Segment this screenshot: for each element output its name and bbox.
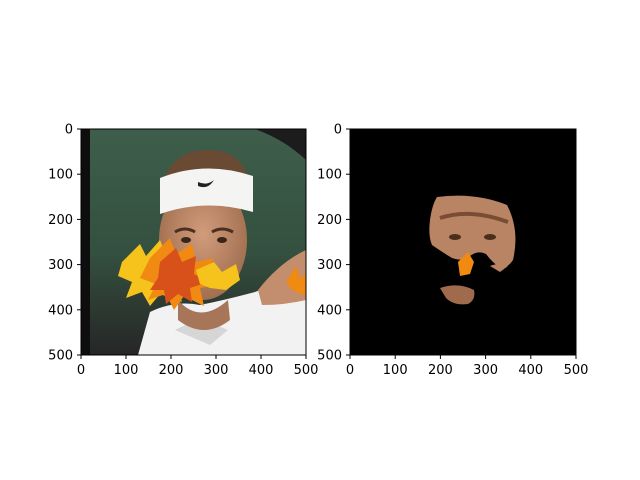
mask-x-tick-label: 500 bbox=[564, 363, 589, 378]
photo-y-tick-label: 100 bbox=[48, 168, 73, 183]
photo-y-tick-label: 400 bbox=[48, 303, 73, 318]
mask-x-tick-label: 0 bbox=[346, 363, 354, 378]
mask-x-tick-label: 300 bbox=[473, 363, 498, 378]
mask-x-tick-label: 100 bbox=[383, 363, 408, 378]
photo-panel bbox=[81, 129, 306, 355]
photo-y-tick-label: 0 bbox=[65, 123, 73, 138]
mask-y-tick-label: 0 bbox=[334, 123, 342, 138]
mask-y-tick-label: 200 bbox=[317, 213, 342, 228]
photo-x-tick-label: 500 bbox=[294, 363, 319, 378]
photo-x-tick-label: 400 bbox=[249, 363, 274, 378]
photo-y-tick-label: 300 bbox=[48, 258, 73, 273]
mask-panel bbox=[350, 129, 576, 355]
axes-layer: 0 100 200 300 400 500 0 100 200 300 400 500 0 100 200 3… bbox=[48, 123, 588, 379]
mask-y-tick-label: 400 bbox=[317, 303, 342, 318]
photo-y-tick-label: 200 bbox=[48, 213, 73, 228]
photo-y-tick-label: 500 bbox=[48, 349, 73, 364]
photo-x-tick-label: 100 bbox=[114, 363, 139, 378]
photo-image bbox=[81, 129, 306, 355]
mask-axes-frame bbox=[349, 128, 577, 356]
mask-x-tick-label: 200 bbox=[428, 363, 453, 378]
mask-image bbox=[350, 129, 576, 355]
mask-y-tick-label: 500 bbox=[317, 349, 342, 364]
mask-y-tick-label: 300 bbox=[317, 258, 342, 273]
mask-x-tick-label: 400 bbox=[518, 363, 543, 378]
photo-x-tick-label: 300 bbox=[204, 363, 229, 378]
photo-x-tick-label: 0 bbox=[77, 363, 85, 378]
photo-x-tick-label: 200 bbox=[159, 363, 184, 378]
photo-axes-frame bbox=[80, 128, 307, 356]
mask-y-tick-label: 100 bbox=[317, 168, 342, 183]
